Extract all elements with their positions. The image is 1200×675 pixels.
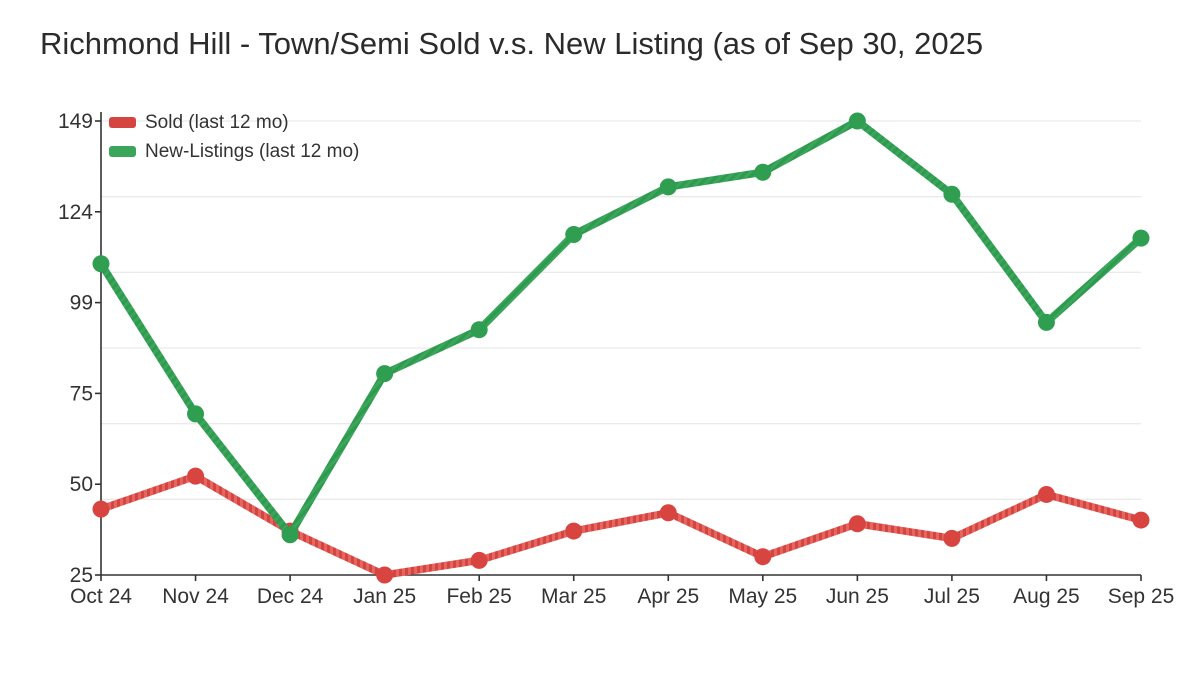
x-tick-label: Sep 25: [1108, 585, 1175, 608]
data-point-new-listings[interactable]: [848, 112, 866, 130]
series-line-sold[interactable]: [97, 472, 1145, 579]
data-point-sold[interactable]: [659, 504, 677, 522]
data-point-new-listings[interactable]: [943, 185, 961, 203]
x-tick-label: Apr 25: [637, 585, 699, 608]
chart-title: Richmond Hill - Town/Semi Sold v.s. New …: [40, 26, 984, 61]
legend-item-new-listings[interactable]: New-Listings (last 12 mo): [109, 139, 359, 164]
data-point-sold[interactable]: [848, 515, 866, 533]
data-point-new-listings[interactable]: [659, 178, 677, 196]
data-point-new-listings[interactable]: [754, 163, 772, 181]
data-point-new-listings[interactable]: [1132, 229, 1150, 247]
x-tick-label: Jan 25: [353, 585, 416, 608]
y-tick-label: 75: [70, 382, 93, 405]
x-tick-label: Oct 24: [70, 585, 132, 608]
new-listings-series-swatch-icon: [109, 146, 136, 157]
data-point-sold[interactable]: [92, 500, 110, 518]
x-tick-label: Jul 25: [924, 585, 980, 608]
legend-label-new-listings: New-Listings (last 12 mo): [145, 141, 360, 162]
chart-legend: Sold (last 12 mo) New-Listings (last 12 …: [109, 110, 359, 164]
data-point-sold[interactable]: [1132, 511, 1150, 529]
sold-series-swatch-icon: [109, 117, 136, 128]
data-point-new-listings[interactable]: [281, 526, 299, 544]
y-tick-label: 50: [70, 473, 93, 496]
data-point-sold[interactable]: [376, 566, 394, 584]
data-point-new-listings[interactable]: [376, 365, 394, 383]
x-tick-label: Feb 25: [446, 585, 511, 608]
x-tick-label: Mar 25: [541, 585, 606, 608]
x-tick-label: Aug 25: [1013, 585, 1080, 608]
series-line-new-listings[interactable]: [97, 117, 1145, 539]
y-tick-label: 99: [70, 292, 93, 315]
data-point-new-listings[interactable]: [470, 321, 488, 339]
data-point-sold[interactable]: [470, 551, 488, 569]
data-point-sold[interactable]: [565, 522, 583, 540]
y-tick-label: 149: [58, 110, 93, 133]
data-point-sold[interactable]: [943, 529, 961, 547]
data-point-new-listings[interactable]: [565, 226, 583, 243]
data-point-sold[interactable]: [1037, 485, 1055, 503]
legend-label-sold: Sold (last 12 mo): [145, 112, 289, 133]
data-point-sold[interactable]: [187, 467, 205, 485]
data-point-new-listings[interactable]: [187, 405, 205, 423]
data-point-new-listings[interactable]: [1037, 313, 1055, 331]
data-point-new-listings[interactable]: [92, 255, 110, 273]
y-tick-label: 25: [70, 564, 93, 587]
x-tick-label: Nov 24: [162, 585, 229, 608]
legend-item-sold[interactable]: Sold (last 12 mo): [109, 110, 359, 135]
x-tick-label: May 25: [728, 585, 797, 608]
data-point-sold[interactable]: [754, 548, 772, 566]
x-tick-label: Jun 25: [826, 585, 889, 608]
x-tick-label: Dec 24: [257, 585, 324, 608]
y-tick-label: 124: [58, 201, 93, 224]
